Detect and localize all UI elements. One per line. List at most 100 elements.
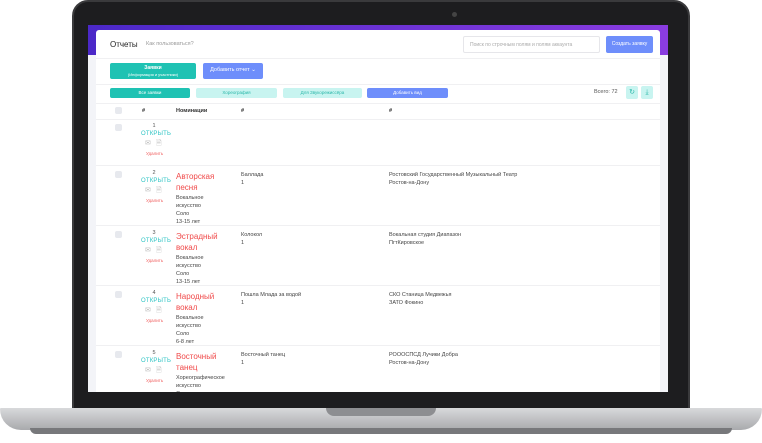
- requests-button[interactable]: Заявки (Информация и участники): [110, 63, 196, 79]
- nomination-detail: искусство: [176, 203, 201, 209]
- page-title: Отчеты: [110, 40, 138, 49]
- nomination-detail: искусство: [176, 263, 201, 269]
- add-view-button[interactable]: Добавить вид: [367, 88, 448, 98]
- divider: [96, 119, 660, 120]
- song-title: Восточный танец: [241, 352, 286, 358]
- song-title: Баллада: [241, 172, 264, 178]
- laptop-foot: [30, 428, 732, 434]
- nomination-title: Эстрадный вокал: [176, 232, 218, 252]
- nomination-title: Восточный танец: [176, 352, 217, 372]
- add-report-button[interactable]: Добавить отчет ⌄: [203, 63, 263, 79]
- delete-link[interactable]: Удалить: [146, 318, 164, 323]
- row-number: 1: [152, 123, 156, 129]
- nomination-detail: Соло: [176, 271, 190, 277]
- delete-link[interactable]: Удалить: [146, 378, 164, 383]
- mail-icon[interactable]: ✉: [145, 187, 151, 194]
- nomination-detail: искусство: [176, 323, 201, 329]
- row-number: 3: [152, 230, 156, 236]
- nomination-detail: искусство: [176, 383, 201, 389]
- city: ПгтКировское: [389, 240, 425, 246]
- requests-sublabel: (Информация и участники): [127, 71, 179, 77]
- mail-icon[interactable]: ✉: [145, 140, 151, 147]
- organization: Вокальная студия Диапазон: [389, 232, 462, 238]
- participant-count: 1: [241, 240, 245, 246]
- delete-link[interactable]: Удалить: [146, 198, 164, 203]
- download-icon[interactable]: ⤓: [641, 86, 653, 99]
- mail-icon[interactable]: ✉: [145, 307, 151, 314]
- nomination-title: Авторская песня: [176, 172, 215, 192]
- row-number: 5: [152, 350, 156, 356]
- document-icon[interactable]: 🗎: [156, 307, 162, 314]
- row-divider: [96, 345, 660, 346]
- filter-all[interactable]: Все заявки: [110, 88, 190, 98]
- city: Ростов-на-Дону: [389, 360, 430, 366]
- nomination-detail: Вокальное: [176, 255, 204, 261]
- row-checkbox[interactable]: [115, 124, 122, 131]
- row-checkbox[interactable]: [115, 351, 122, 358]
- document-icon[interactable]: 🗎: [156, 247, 162, 254]
- add-report-label: Добавить отчет: [210, 67, 250, 74]
- screen: Отчеты Как пользоваться? Поиск по строчн…: [88, 25, 668, 392]
- participant-count: 1: [241, 300, 245, 306]
- open-link[interactable]: ОТКРЫТЬ: [141, 178, 172, 184]
- nomination-detail: 13-15 лет: [176, 219, 201, 225]
- divider: [96, 84, 660, 85]
- divider: [96, 58, 660, 59]
- city: ЗАТО Фокино: [389, 300, 424, 306]
- document-icon[interactable]: 🗎: [156, 367, 162, 374]
- organization: РОООСПСД Лучики Добра: [389, 352, 458, 358]
- open-link[interactable]: ОТКРЫТЬ: [141, 358, 172, 364]
- requests-label: Заявки: [144, 65, 162, 72]
- main-panel: Отчеты Как пользоваться? Поиск по строчн…: [96, 30, 660, 392]
- row-number: 2: [152, 170, 156, 176]
- col-2: #: [241, 108, 245, 114]
- col-nominations: Номинации: [176, 108, 208, 114]
- organization: Ростовский Государственный Музыкальный Т…: [389, 172, 518, 178]
- nomination-detail: Соло: [176, 390, 189, 392]
- col-num: #: [142, 108, 146, 114]
- row-checkbox[interactable]: [115, 231, 122, 238]
- filter-choreography[interactable]: Хореография: [196, 88, 277, 98]
- document-icon[interactable]: 🗎: [156, 140, 162, 147]
- divider: [96, 103, 660, 104]
- row-checkbox[interactable]: [115, 171, 122, 178]
- participant-count: 1: [241, 360, 245, 366]
- nomination-detail: Хореографическое: [176, 375, 225, 381]
- camera: [452, 12, 457, 17]
- song-title: Колокол: [241, 232, 263, 238]
- row-divider: [96, 285, 660, 286]
- row-checkbox[interactable]: [115, 291, 122, 298]
- participant-count: 1: [241, 180, 245, 186]
- nomination-detail: Соло: [176, 211, 190, 217]
- delete-link[interactable]: Удалить: [146, 151, 164, 156]
- search-input[interactable]: Поиск по строчным полям и полям аккаунта: [463, 36, 600, 53]
- mail-icon[interactable]: ✉: [145, 247, 151, 254]
- organization: СКО Станица Медвежья: [389, 292, 452, 298]
- document-icon[interactable]: 🗎: [156, 187, 162, 194]
- mail-icon[interactable]: ✉: [145, 367, 151, 374]
- row-divider: [96, 165, 660, 166]
- delete-link[interactable]: Удалить: [146, 258, 164, 263]
- filter-sound[interactable]: Для Звукорежиссёра: [283, 88, 362, 98]
- city: Ростов-на-Дону: [389, 180, 430, 186]
- col-3: #: [389, 108, 393, 114]
- help-link[interactable]: Как пользоваться?: [146, 41, 194, 47]
- nomination-title: Народный вокал: [176, 292, 215, 312]
- row-number: 4: [152, 290, 156, 296]
- nomination-detail: 6-8 лет: [176, 339, 195, 345]
- open-link[interactable]: ОТКРЫТЬ: [141, 298, 172, 304]
- song-title: Пошла Млада за водой: [241, 292, 302, 298]
- create-request-button[interactable]: Создать заявку: [606, 36, 653, 53]
- refresh-icon[interactable]: ↻: [626, 86, 638, 99]
- nomination-detail: Соло: [176, 331, 190, 337]
- row-divider: [96, 225, 660, 226]
- nomination-detail: Вокальное: [176, 315, 204, 321]
- total-count: Всего: 72: [594, 89, 618, 95]
- nomination-detail: Вокальное: [176, 195, 204, 201]
- laptop-notch: [326, 408, 436, 416]
- open-link[interactable]: ОТКРЫТЬ: [141, 238, 172, 244]
- open-link[interactable]: ОТКРЫТЬ: [141, 131, 172, 137]
- chevron-down-icon: ⌄: [251, 67, 256, 74]
- select-all-checkbox[interactable]: [115, 107, 122, 114]
- laptop-base: [0, 408, 762, 430]
